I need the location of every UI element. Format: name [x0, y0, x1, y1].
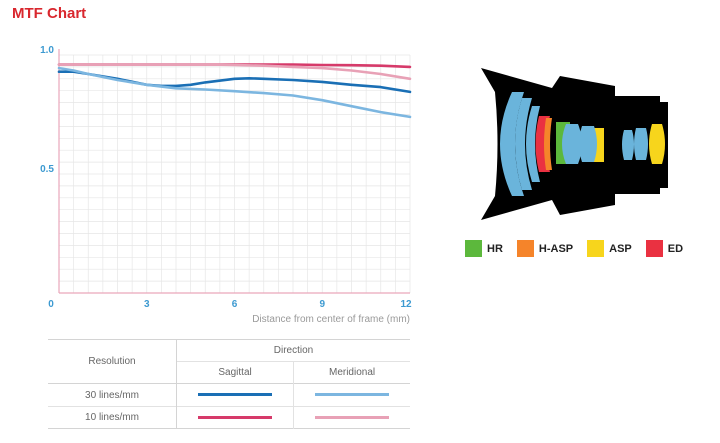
- legend-item-hr: HR: [465, 240, 503, 257]
- chart-title: MTF Chart: [12, 5, 87, 22]
- lens-diagram: [481, 68, 668, 220]
- legend-label-ed: ED: [667, 242, 684, 255]
- x-tick-label: 12: [400, 299, 412, 310]
- sagittal-header: Sagittal: [176, 361, 295, 384]
- chart-ticks: 0 3 6 9 12 1.0 0.5: [40, 45, 412, 310]
- lens-element-8: [622, 130, 634, 160]
- meridional-30-line: [315, 393, 390, 397]
- legend-item-hasp: H-ASP: [516, 240, 574, 257]
- legend-label-hasp: H-ASP: [538, 242, 574, 255]
- legend-label-asp: ASP: [609, 242, 632, 255]
- legend-item-ed: ED: [645, 240, 684, 257]
- resolution-header: Resolution: [48, 339, 177, 384]
- lens-element-7: [579, 126, 597, 162]
- legend-item-asp: ASP: [587, 240, 632, 257]
- ed-swatch: [645, 240, 663, 257]
- x-tick-label: 6: [232, 299, 238, 310]
- sagittal-10-line: [198, 415, 273, 419]
- sagittal-30-line: [198, 393, 273, 397]
- x-tick-label: 0: [48, 299, 54, 310]
- lens-element-9: [634, 128, 648, 160]
- series-line-m10: [57, 63, 412, 81]
- table-row: 30 lines/mm: [48, 383, 410, 407]
- table-row: 10 lines/mm: [48, 406, 410, 429]
- x-tick-label: 9: [319, 299, 325, 310]
- y-tick-label: 0.5: [40, 164, 54, 175]
- meridional-header: Meridional: [328, 367, 376, 378]
- lens-element-2: [515, 98, 532, 190]
- meridional-10-line: [315, 415, 390, 419]
- lens-element-5: [562, 124, 582, 164]
- chart-axes: [58, 49, 410, 294]
- x-tick-label: 3: [144, 299, 150, 310]
- lens-element-3: [526, 106, 540, 182]
- lens-element-asp-2: [649, 124, 665, 164]
- hr-swatch: [465, 240, 482, 257]
- y-tick-label: 1.0: [40, 45, 54, 56]
- lens-legend: HR H-ASP ASP ED: [465, 240, 683, 257]
- lens-element-front: [500, 92, 524, 196]
- legend-label-hr: HR: [487, 242, 503, 255]
- lens-element-hasp: [544, 118, 552, 170]
- row-label-30: 30 lines/mm: [48, 383, 177, 407]
- direction-header: Direction: [176, 339, 410, 362]
- hasp-swatch: [516, 240, 534, 257]
- mtf-legend-table: Resolution Direction Sagittal Meridional…: [48, 339, 410, 429]
- series-line-m30: [57, 66, 412, 119]
- chart-series: [57, 63, 412, 119]
- x-axis-label: Distance from center of frame (mm): [252, 314, 410, 325]
- asp-swatch: [587, 240, 605, 257]
- row-label-10: 10 lines/mm: [48, 406, 177, 429]
